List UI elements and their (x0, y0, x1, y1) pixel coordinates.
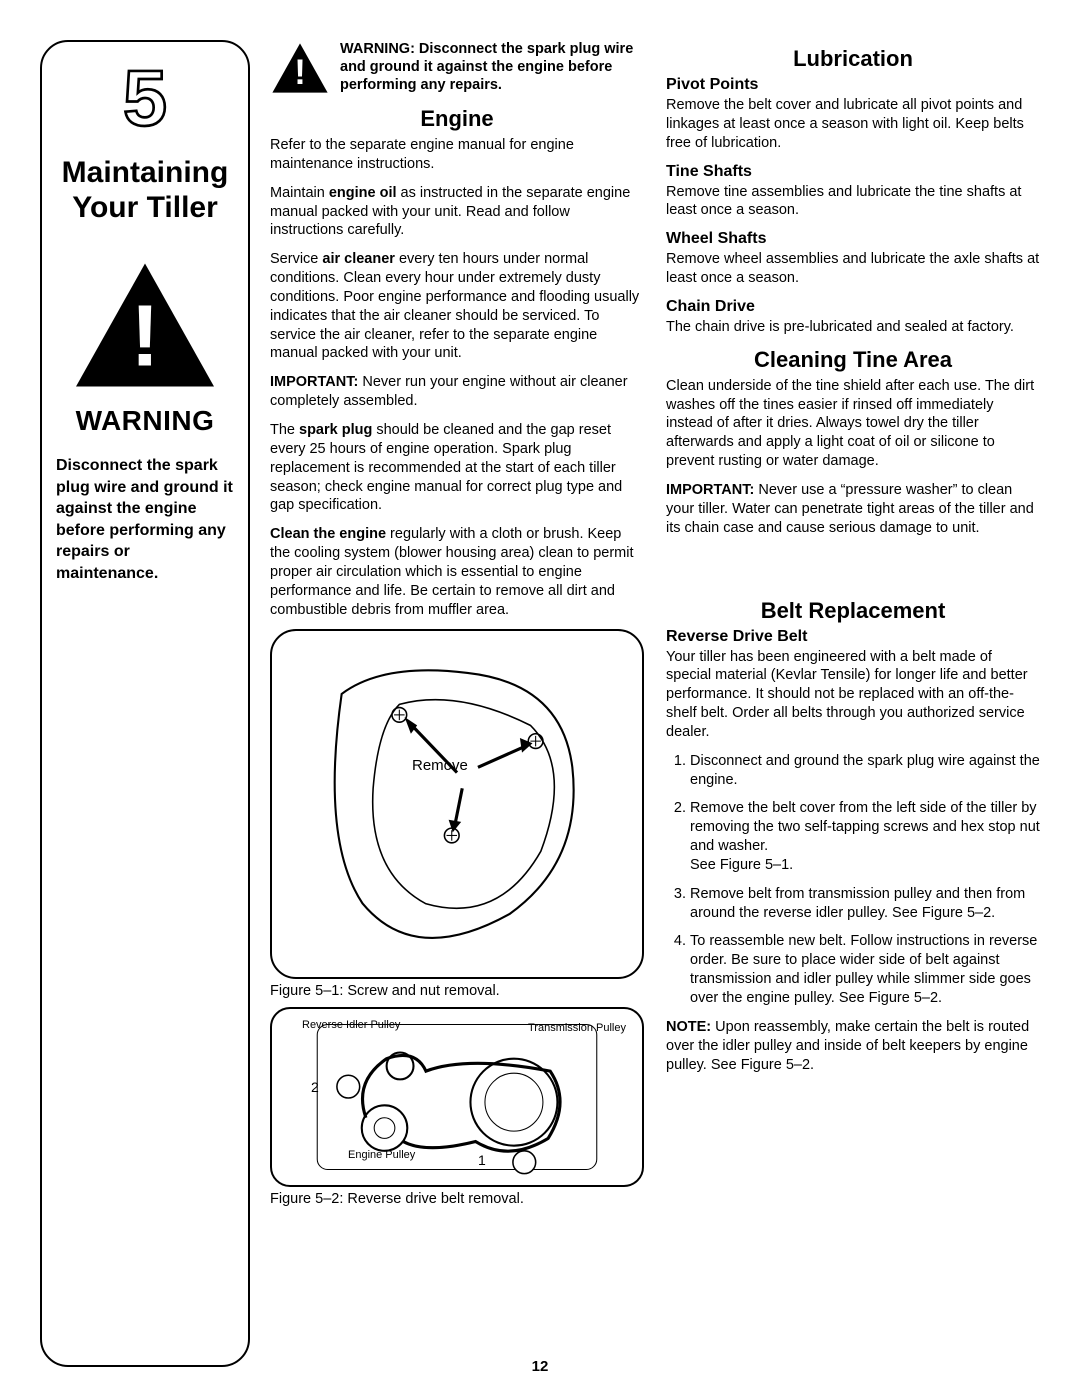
warning-triangle-icon: ! (270, 40, 330, 96)
belt-step-2: Remove the belt cover from the left side… (690, 799, 1040, 874)
pivot-points-heading: Pivot Points (666, 76, 1040, 94)
warning-triangle-icon: ! (70, 255, 220, 395)
pivot-points-text: Remove the belt cover and lubricate all … (666, 96, 1040, 153)
chain-drive-text: The chain drive is pre-lubricated and se… (666, 318, 1040, 337)
inline-warning-text: WARNING: Disconnect the spark plug wire … (340, 40, 644, 96)
chapter-number: 5 (90, 60, 200, 150)
belt-step-4: To reassemble new belt. Follow instructi… (690, 932, 1040, 1007)
belt-step-1: Disconnect and ground the spark plug wir… (690, 752, 1040, 790)
engine-p1: Refer to the separate engine manual for … (270, 136, 644, 174)
svg-text:!: ! (294, 53, 306, 92)
figure-label-trans: Transmission Pulley (528, 1023, 626, 1035)
lubrication-heading: Lubrication (666, 46, 1040, 72)
belt-note: NOTE: Upon reassembly, make certain the … (666, 1018, 1040, 1075)
engine-p5: The spark plug should be cleaned and the… (270, 421, 644, 515)
engine-p2: Maintain engine oil as instructed in the… (270, 184, 644, 241)
svg-text:5: 5 (123, 60, 167, 142)
figure-callout-2: 2 (311, 1079, 319, 1095)
engine-p6: Clean the engine regularly with a cloth … (270, 525, 644, 619)
engine-p4: IMPORTANT: Never run your engine without… (270, 373, 644, 411)
main-content: ! WARNING: Disconnect the spark plug wir… (270, 40, 1040, 1367)
wheel-shafts-heading: Wheel Shafts (666, 230, 1040, 248)
chapter-title: Maintaining Your Tiller (54, 156, 236, 225)
engine-heading: Engine (270, 106, 644, 132)
chain-drive-heading: Chain Drive (666, 298, 1040, 316)
belt-subheading: Reverse Drive Belt (666, 628, 1040, 646)
column-right: Lubrication Pivot Points Remove the belt… (666, 40, 1040, 1367)
engine-p3: Service air cleaner every ten hours unde… (270, 250, 644, 363)
cleaning-p1: Clean underside of the tine shield after… (666, 377, 1040, 471)
belt-step-3: Remove belt from transmission pulley and… (690, 885, 1040, 923)
figure-callout-1: 1 (478, 1152, 486, 1168)
figure-5-2-caption: Figure 5–2: Reverse drive belt removal. (270, 1191, 644, 1207)
warning-label: WARNING (76, 405, 215, 437)
svg-text:!: ! (131, 288, 160, 385)
sidebar: 5 Maintaining Your Tiller ! WARNING Disc… (40, 40, 250, 1367)
figure-5-1-caption: Figure 5–1: Screw and nut removal. (270, 983, 644, 999)
cleaning-heading: Cleaning Tine Area (666, 347, 1040, 373)
figure-label-engine: Engine Pulley (348, 1150, 415, 1162)
warning-text: Disconnect the spark plug wire and groun… (54, 455, 236, 585)
wheel-shafts-text: Remove wheel assemblies and lubricate th… (666, 250, 1040, 288)
belt-heading: Belt Replacement (666, 598, 1040, 624)
cleaning-p2: IMPORTANT: Never use a “pressure washer”… (666, 481, 1040, 538)
belt-steps: Disconnect and ground the spark plug wir… (666, 752, 1040, 1008)
figure-5-2: Reverse Idler Pulley Transmission Pulley… (270, 1007, 644, 1187)
inline-warning: ! WARNING: Disconnect the spark plug wir… (270, 40, 644, 96)
tine-shafts-text: Remove tine assemblies and lubricate the… (666, 183, 1040, 221)
belt-intro: Your tiller has been engineered with a b… (666, 648, 1040, 742)
tine-shafts-heading: Tine Shafts (666, 163, 1040, 181)
figure-label-idler: Reverse Idler Pulley (302, 1019, 400, 1031)
figure-label-remove: Remove (412, 757, 468, 774)
page-number: 12 (0, 1358, 1080, 1375)
column-left: ! WARNING: Disconnect the spark plug wir… (270, 40, 644, 1367)
figure-5-1: Remove (270, 629, 644, 979)
